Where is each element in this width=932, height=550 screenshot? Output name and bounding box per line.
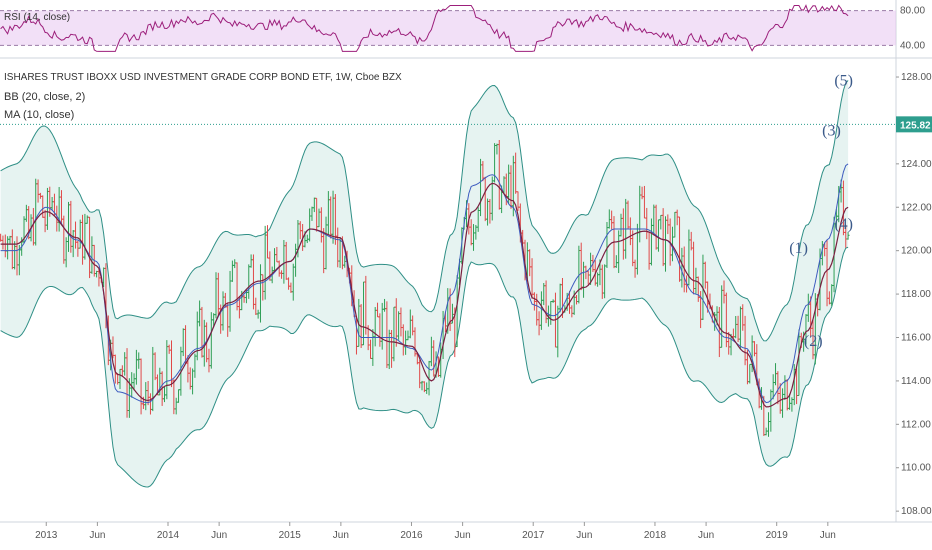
bollinger-middle: [0, 163, 849, 404]
chart-title: ISHARES TRUST IBOXX USD INVESTMENT GRADE…: [4, 72, 402, 83]
x-tick-label: 2013: [35, 530, 58, 541]
wave-label: (5): [834, 73, 853, 90]
y-tick-label: 108.00: [901, 506, 932, 517]
x-tick-label: 2015: [279, 530, 302, 541]
rsi-band: [0, 10, 896, 46]
bollinger-lower: [0, 246, 849, 488]
moving-average-line: [0, 182, 849, 408]
x-tick-label: 2019: [766, 530, 789, 541]
y-tick-label: 124.00: [901, 159, 932, 170]
y-tick-label: 114.00: [901, 376, 931, 387]
rsi-tick-label: 80.00: [900, 6, 925, 17]
x-tick-label: Jun: [89, 530, 105, 541]
x-tick-label: 2014: [157, 530, 180, 541]
x-tick-label: Jun: [698, 530, 714, 541]
wave-label: (1): [789, 240, 808, 257]
wave-label: (3): [822, 123, 841, 140]
x-tick-label: Jun: [820, 530, 836, 541]
bollinger-fill: [0, 80, 849, 487]
x-tick-label: Jun: [576, 530, 592, 541]
x-tick-label: Jun: [333, 530, 349, 541]
rsi-tick-label: 40.00: [900, 40, 925, 51]
wave-label: (4): [834, 216, 853, 233]
y-tick-label: 122.00: [901, 202, 932, 213]
wave-label: (2): [804, 333, 823, 350]
bb-label: BB (20, close, 2): [4, 91, 86, 103]
x-tick-label: Jun: [211, 530, 227, 541]
y-tick-label: 128.00: [901, 72, 932, 83]
x-tick-label: 2018: [644, 530, 667, 541]
rsi-label: RSI (14, close): [4, 12, 71, 23]
x-tick-label: Jun: [455, 530, 471, 541]
y-tick-label: 116.00: [901, 332, 931, 343]
rsi-line: [0, 4, 849, 52]
ma-label: MA (10, close): [4, 109, 75, 121]
y-tick-label: 110.00: [901, 463, 931, 474]
x-tick-label: 2017: [522, 530, 545, 541]
y-tick-label: 120.00: [901, 246, 932, 257]
bollinger-upper: [0, 80, 849, 342]
y-tick-label: 118.00: [901, 289, 931, 300]
x-tick-label: 2016: [400, 530, 423, 541]
y-tick-label: 112.00: [901, 419, 931, 430]
last-price-label: 125.82: [900, 120, 931, 131]
last-price-badge: [896, 116, 932, 133]
